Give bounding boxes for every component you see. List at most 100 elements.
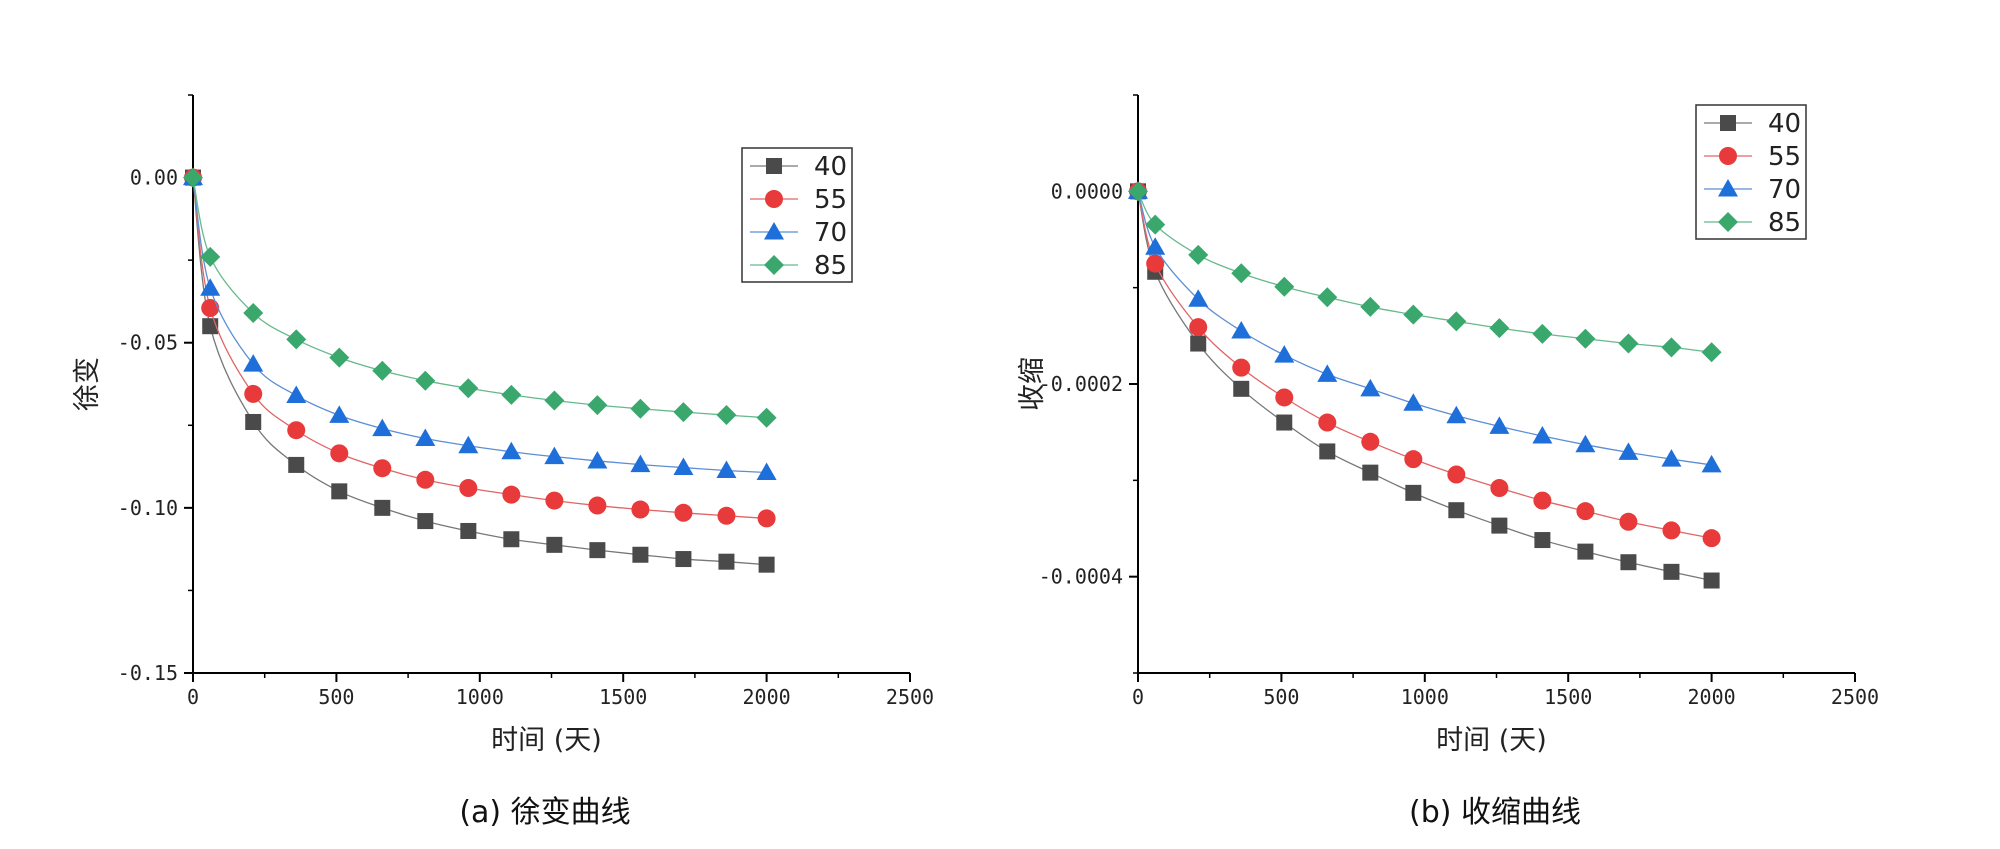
shrinkage-series-55-point [1702,529,1721,548]
creep-chart-panel: (a) 徐变曲线 0 500 1000 1500 2000 2500 0.00 -0.05 -0… [72,94,934,830]
shrinkage-series-40-point [1663,563,1680,580]
creep-series-55-point [201,299,220,318]
shrinkage-y-tick-label: -0.0002 [1039,372,1123,396]
shrinkage-series-85-point [1317,287,1338,308]
shrinkage-y-tick-label: -0.0004 [1039,565,1123,589]
creep-series-85-point [243,302,264,323]
shrinkage-series-70-point [1145,237,1166,255]
creep-series-40-point [718,553,735,570]
shrinkage-series-40-point [1276,414,1293,431]
creep-series-85-point [630,398,651,419]
shrinkage-series-55-point [1318,413,1337,432]
creep-series-55-point [244,384,263,403]
creep-legend-marker [764,222,784,240]
shrinkage-series-55-point [1361,432,1380,451]
creep-series-40-point [675,551,692,568]
shrinkage-series-40-point [1190,335,1207,352]
creep-series-70-line [192,177,767,474]
shrinkage-series-40-point [1362,464,1379,481]
creep-series-40-point [417,513,434,530]
shrinkage-series-85-point [1446,311,1467,332]
shrinkage-series-40-point [1491,517,1508,534]
shrinkage-series-70-point [1489,416,1510,434]
creep-series-85-point [458,378,479,399]
shrinkage-x-tick-label: 0 [1132,685,1144,709]
creep-series-70-point [756,462,777,481]
creep-series-85-point [716,405,737,426]
creep-legend-label: 55 [814,185,847,215]
creep-series-85-point [544,390,565,411]
shrinkage-series-85-point [1701,342,1722,363]
shrinkage-legend-label: 70 [1768,175,1801,205]
shrinkage-series-85-point [1128,181,1148,202]
shrinkage-series-55-point [1662,521,1681,540]
creep-series-85-point [415,370,436,391]
shrinkage-series-85-point [1532,323,1553,344]
creep-series-40-point [331,483,348,500]
shrinkage-series-40-point [1577,543,1594,560]
shrinkage-x-tick-label: 2000 [1688,685,1736,709]
creep-series-55-point [631,500,650,519]
creep-series-70-point [200,278,221,296]
shrinkage-series-55-point [1533,491,1552,510]
shrinkage-legend-label: 85 [1768,208,1801,238]
creep-x-tick-label: 500 [318,685,354,709]
shrinkage-series-70-point [1317,364,1338,382]
creep-series-70-point [501,441,522,460]
creep-series-40-point [758,556,775,573]
creep-series-70-point [286,385,307,404]
shrinkage-x-axis-title: 时间 (天) [1436,725,1547,756]
shrinkage-series-40-point [1405,484,1422,501]
creep-x-tick-label: 1500 [599,685,647,709]
shrinkage-legend-marker [1719,147,1737,165]
creep-series-40-line [192,177,767,566]
shrinkage-y-tick-label: 0.0000 [1051,179,1123,203]
creep-legend-marker [764,255,784,275]
shrinkage-series-70-point [1575,434,1596,453]
shrinkage-series-70-point [1403,393,1424,411]
creep-series-55-point [588,496,607,515]
shrinkage-series-85-point [1661,337,1682,358]
shrinkage-legend-marker [1718,212,1738,232]
creep-series-85-line [192,177,767,419]
shrinkage-x-tick-label: 1500 [1544,685,1592,709]
creep-series-55-point [717,506,736,525]
shrinkage-series-70-point [1532,426,1553,444]
shrinkage-series-55-point [1232,358,1251,377]
shrinkage-series-70-line [1137,191,1712,466]
creep-series-85-point [286,329,307,350]
shrinkage-series-40-point [1703,572,1720,589]
creep-series-70-point [458,435,479,454]
shrinkage-series-55-point [1490,479,1509,498]
shrinkage-y-axis-title: 收缩 [1017,357,1048,411]
creep-series-70-point [716,460,737,479]
creep-legend-label: 40 [814,152,847,182]
creep-legend-marker [766,158,782,174]
creep-series-55-point [545,491,564,510]
creep-series-70-point [329,405,350,423]
creep-series-70-point [243,354,264,372]
creep-series-85-point [183,167,203,188]
shrinkage-legend-label: 40 [1768,109,1801,139]
creep-series-85-point [329,347,350,368]
shrinkage-series-40-point [1319,443,1336,460]
shrinkage-series-70-point [1231,321,1252,339]
creep-y-tick-label: -0.10 [118,496,178,520]
creep-series-85-point [756,407,777,428]
creep-series-55-point [373,459,392,478]
shrinkage-series-85-point [1489,318,1510,339]
creep-x-tick-label: 1000 [456,685,504,709]
creep-series-85-point [372,360,393,381]
shrinkage-series-40-point [1534,532,1551,549]
creep-series-55-point [287,421,306,440]
creep-series-70-point [587,450,608,469]
creep-series-70-point [372,418,393,437]
shrinkage-series-55-point [1404,450,1423,469]
creep-series-40-point [460,522,477,539]
shrinkage-series-70-point [1274,345,1295,363]
creep-legend-label: 85 [814,251,847,281]
creep-x-tick-label: 0 [187,685,199,709]
creep-x-tick-label: 2000 [743,685,791,709]
